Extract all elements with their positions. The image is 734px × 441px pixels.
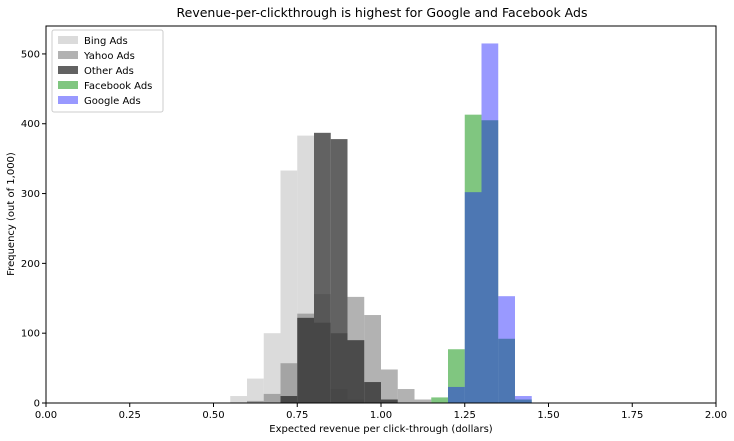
x-tick-label: 0.00 [35,410,57,421]
x-axis-label: Expected revenue per click-through (doll… [269,424,493,435]
y-tick-label: 100 [21,329,40,340]
google-ads-bar [498,296,515,403]
yahoo-ads-bar [381,369,398,403]
bing-ads-bar [230,396,247,403]
chart-title: Revenue-per-clickthrough is highest for … [177,5,588,20]
other-ads-series [280,132,398,404]
legend-box [51,29,164,113]
x-tick-label: 1.75 [621,410,643,421]
bing-ads-bar [280,170,298,403]
yahoo-ads-bar [247,400,264,403]
yahoo-ads-bar [263,393,281,403]
x-tick-label: 0.50 [202,410,224,421]
facebook-ads-bar [498,338,515,403]
facebook-ads-bar [431,397,448,403]
legend-swatch [58,36,78,44]
bing-ads-bar [263,333,281,403]
legend-swatch [58,66,78,74]
other-ads-bar [314,132,331,404]
x-tick-label: 1.00 [370,410,392,421]
facebook-ads-bar [515,399,532,403]
legend-entry: Yahoo Ads [83,51,135,62]
yahoo-ads-bar [280,363,298,403]
x-tick-label: 1.50 [537,410,559,421]
x-tick-label: 0.25 [119,410,141,421]
facebook-ads-bar [448,349,465,403]
legend-entry: Bing Ads [84,36,128,47]
x-axis: 0.00 0.25 0.50 0.75 1.00 1.25 1.50 1.75 2.00 [35,403,727,421]
other-ads-bar [364,382,381,403]
legend-entry: Facebook Ads [84,81,152,92]
other-ads-bar [381,399,398,403]
bing-ads-bar [247,378,264,403]
facebook-ads-series [431,114,532,403]
x-tick-label: 0.75 [286,410,308,421]
other-ads-bar [280,396,298,403]
y-axis-label: Frequency (out of 1,000) [6,152,17,276]
google-ads-series [448,43,532,403]
legend-entry: Other Ads [84,66,134,77]
other-ads-bar [347,340,365,403]
google-ads-bar [481,43,499,403]
legend-swatch [58,81,78,89]
y-tick-label: 400 [21,119,40,130]
x-tick-label: 1.25 [454,410,476,421]
x-tick-label: 2.00 [705,410,727,421]
google-ads-bar [448,386,465,403]
yahoo-ads-bar [364,315,381,403]
bars-layer [230,43,532,404]
facebook-ads-bar [481,120,499,403]
facebook-ads-bar [464,114,482,403]
y-tick-label: 300 [21,189,40,200]
google-ads-bar [515,396,532,403]
yahoo-ads-bar [397,389,415,403]
legend-swatch [58,51,78,59]
other-ads-bar [297,317,314,403]
yahoo-ads-bar [414,399,432,403]
legend-swatch [58,96,78,104]
legend: Bing Ads Yahoo Ads Other Ads Facebook Ads Go… [51,29,164,113]
y-tick-label: 0 [34,399,40,410]
y-tick-label: 500 [21,49,40,60]
y-axis: 0 100 200 300 400 500 [21,49,46,410]
legend-entry: Google Ads [84,96,141,107]
other-ads-bar [330,139,348,403]
y-tick-label: 200 [21,259,40,270]
google-ads-bar [464,192,482,403]
